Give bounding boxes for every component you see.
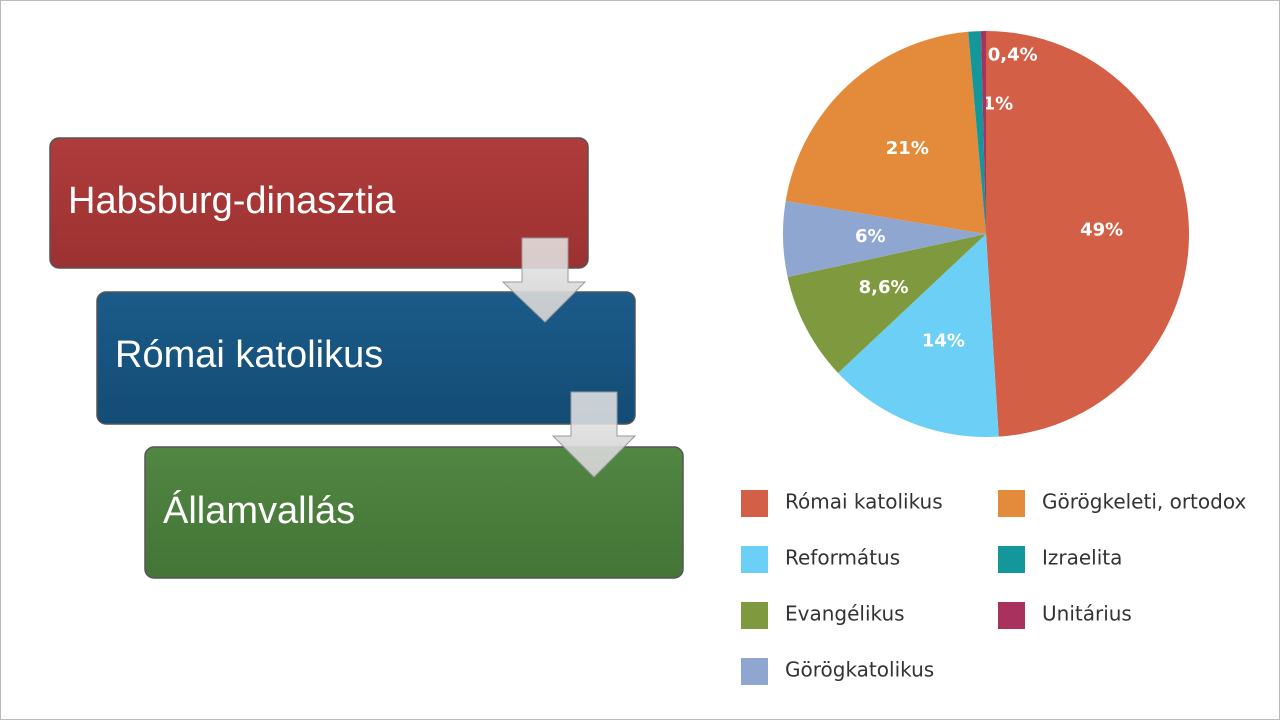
pie-slice bbox=[986, 31, 1189, 437]
legend-label: Unitárius bbox=[1042, 602, 1132, 626]
box-label: Habsburg-dinasztia bbox=[68, 180, 396, 222]
box bbox=[144, 446, 684, 579]
pie-chart: 49% Római katolikus 14% Református 8,6% Evang… bbox=[741, 31, 1246, 685]
legend-swatch bbox=[998, 602, 1025, 629]
legend-label: Római katolikus bbox=[785, 490, 943, 514]
legend-swatch bbox=[741, 490, 768, 517]
legend-swatch bbox=[741, 658, 768, 685]
pie-label: 8,6% bbox=[859, 277, 909, 298]
pie-slice bbox=[968, 31, 986, 234]
legend-swatch bbox=[998, 546, 1025, 573]
box-label: Államvallás bbox=[163, 489, 355, 532]
box bbox=[49, 137, 589, 269]
pie-slice bbox=[785, 31, 986, 234]
legend-label: Református bbox=[785, 546, 900, 570]
legend-label: Görögkeleti, ortodox bbox=[1042, 490, 1246, 514]
pie-label: 14% bbox=[922, 331, 965, 352]
pie-label: 0,4% bbox=[988, 44, 1038, 65]
pie-label: 1% bbox=[983, 93, 1014, 114]
legend-label: Izraelita bbox=[1042, 546, 1122, 570]
pie-label: 6% bbox=[855, 226, 886, 247]
arrow bbox=[551, 391, 637, 478]
box-label: Római katolikus bbox=[115, 334, 383, 376]
pie-label: 49% bbox=[1080, 219, 1123, 240]
pie-label: 21% bbox=[886, 138, 929, 159]
pie-slice bbox=[838, 234, 999, 437]
box bbox=[96, 291, 636, 425]
legend-label: Evangélikus bbox=[785, 602, 905, 626]
diagram: Habsburg-dinasztia Római katolikus Állam… bbox=[49, 137, 684, 579]
pie-slice bbox=[782, 200, 986, 278]
legend-swatch bbox=[741, 602, 768, 629]
legend-label: Görögkatolikus bbox=[785, 658, 934, 682]
arrow bbox=[501, 237, 587, 323]
legend-swatch bbox=[998, 490, 1025, 517]
legend-swatch bbox=[741, 546, 768, 573]
pie-slice bbox=[787, 234, 986, 373]
pie-slice bbox=[980, 31, 986, 234]
